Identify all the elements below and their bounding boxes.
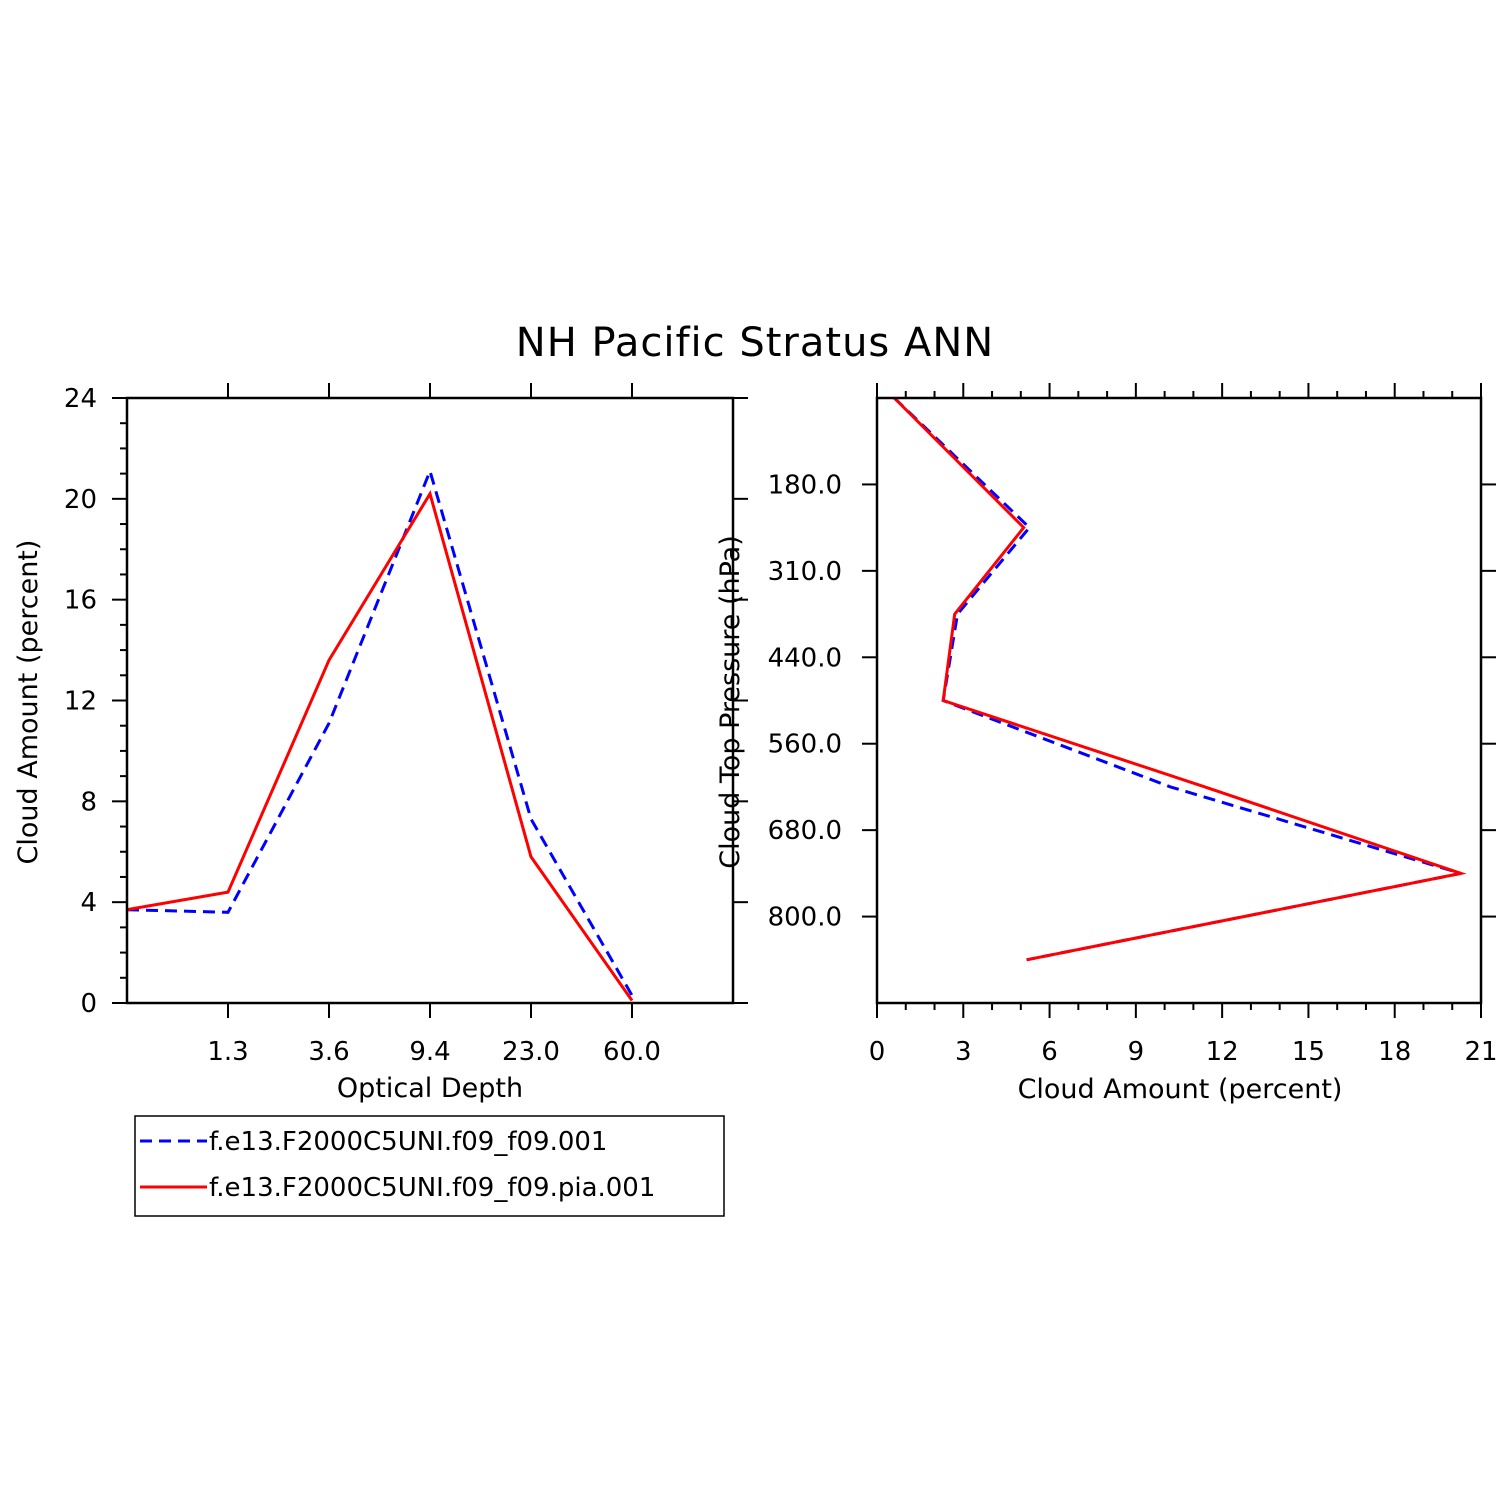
legend-box [134, 1115, 725, 1217]
right-x-tick-label: 15 [1292, 1037, 1325, 1067]
right-y-tick-label: 310.0 [768, 557, 842, 587]
right-y-tick-label: 180.0 [768, 470, 842, 500]
right-x-tick-label: 6 [1041, 1037, 1058, 1067]
left-x-axis-label: Optical Depth [337, 1073, 523, 1104]
cloud-top-pressure-chart: 0 3 6 9 12 15 18 21 180.0 310.0 440.0 560.0 680.0 800… [715, 383, 1498, 1105]
right-x-tick-label: 12 [1206, 1037, 1239, 1067]
right-chart-ticks: 0 3 6 9 12 15 18 21 180.0 310.0 440.0 560.0 680.0 800… [768, 383, 1498, 1067]
right-y-tick-label: 440.0 [768, 643, 842, 673]
left-chart-ticks: 0 4 8 12 16 20 24 1.3 3.6 9.4 23.0 60.0 [64, 383, 748, 1067]
right-x-tick-label: 18 [1378, 1037, 1411, 1067]
optical-depth-chart: 0 4 8 12 16 20 24 1.3 3.6 9.4 23.0 60.0 Optical Dep… [13, 383, 748, 1104]
left-x-tick-label: 3.6 [308, 1037, 349, 1067]
right-y-tick-label: 800.0 [768, 903, 842, 933]
left-x-tick-label: 23.0 [502, 1037, 560, 1067]
right-y-axis-label: Cloud Top Pressure (hPa) [715, 535, 746, 869]
right-series-2-line [893, 396, 1467, 962]
left-y-tick-label: 24 [64, 384, 97, 414]
right-y-tick-label: 680.0 [768, 816, 842, 846]
right-x-tick-label: 0 [869, 1037, 886, 1067]
right-x-tick-label: 21 [1464, 1037, 1497, 1067]
legend: f.e13.F2000C5UNI.f09_f09.001 f.e13.F2000… [134, 1115, 725, 1217]
legend-label-series-2: f.e13.F2000C5UNI.f09_f09.pia.001 [209, 1173, 655, 1203]
figure-title: NH Pacific Stratus ANN [516, 320, 994, 366]
left-y-tick-label: 20 [64, 485, 97, 515]
left-plot-frame [125, 396, 735, 1005]
right-x-tick-label: 3 [955, 1037, 972, 1067]
right-x-tick-label: 9 [1128, 1037, 1145, 1067]
left-chart-series [126, 466, 634, 1002]
legend-label-series-1: f.e13.F2000C5UNI.f09_f09.001 [209, 1127, 607, 1157]
right-chart-series [893, 396, 1467, 962]
left-y-tick-label: 8 [80, 787, 97, 817]
left-y-axis-label: Cloud Amount (percent) [13, 540, 44, 865]
left-y-tick-label: 12 [64, 687, 97, 717]
left-x-tick-label: 60.0 [603, 1037, 661, 1067]
left-y-tick-label: 4 [80, 888, 97, 918]
left-x-tick-label: 9.4 [409, 1037, 450, 1067]
left-series-1-line [126, 466, 634, 997]
left-y-tick-label: 0 [80, 989, 97, 1019]
left-y-tick-label: 16 [64, 586, 97, 616]
right-x-axis-label: Cloud Amount (percent) [1018, 1074, 1343, 1105]
right-y-tick-label: 560.0 [768, 730, 842, 760]
right-plot-frame [875, 396, 1483, 1005]
left-series-2-line [126, 490, 634, 1002]
left-x-tick-label: 1.3 [207, 1037, 248, 1067]
